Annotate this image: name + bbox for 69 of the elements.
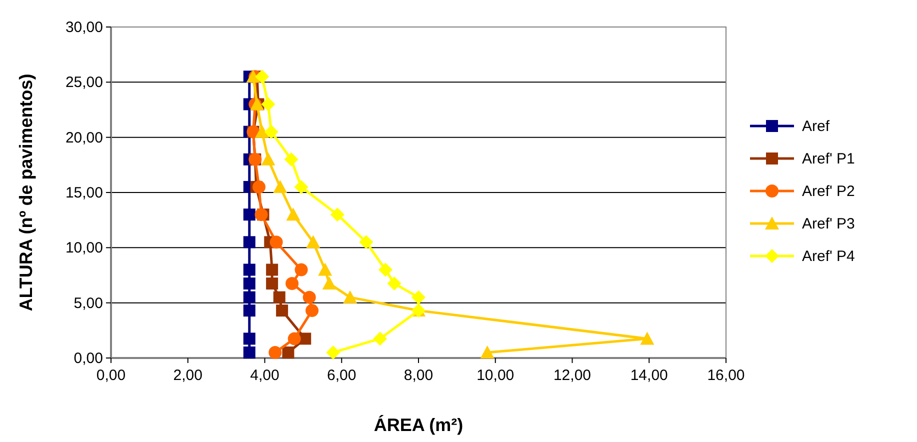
x-tick-label: 14,00 — [630, 367, 668, 384]
x-tick-label: 16,00 — [707, 367, 745, 384]
legend-label: Aref' P1 — [802, 150, 855, 168]
point — [243, 264, 256, 276]
point — [322, 276, 336, 290]
x-tick-label: 6,00 — [327, 367, 356, 384]
legend-label: Aref — [802, 118, 830, 135]
point — [326, 345, 340, 360]
point — [252, 180, 266, 194]
point — [243, 332, 256, 345]
y-tick-label: 10,00 — [65, 240, 103, 257]
point — [243, 236, 256, 248]
point — [261, 152, 276, 166]
point — [359, 235, 374, 250]
point — [243, 304, 256, 317]
point — [286, 277, 299, 290]
y-tick-label: 15,00 — [65, 184, 103, 202]
point — [266, 278, 278, 290]
y-axis-title: ALTURA (nº de pavimentos) — [16, 74, 36, 312]
point — [294, 263, 308, 276]
x-tick-label: 10,00 — [476, 367, 514, 384]
point — [261, 97, 276, 112]
point — [264, 124, 278, 139]
point — [306, 304, 319, 318]
point — [299, 332, 312, 345]
x-tick-label: 8,00 — [404, 367, 434, 384]
legend-label: Aref' P4 — [802, 248, 855, 265]
point — [306, 235, 320, 248]
point — [294, 180, 308, 194]
y-tick-label: 20,00 — [65, 129, 103, 146]
point — [255, 124, 270, 138]
point — [270, 236, 283, 249]
x-tick-label: 12,00 — [553, 367, 592, 384]
x-tick-label: 0,00 — [96, 367, 126, 384]
point — [243, 291, 256, 304]
y-tick-label: 30,00 — [65, 19, 103, 36]
point — [284, 152, 298, 166]
point — [288, 332, 301, 346]
point — [266, 264, 278, 276]
point — [243, 346, 256, 358]
x-tick-label: 2,00 — [173, 367, 202, 384]
point — [318, 262, 332, 276]
point — [246, 70, 260, 83]
point — [480, 345, 494, 358]
point — [330, 208, 344, 222]
y-tick-label: 25,00 — [65, 74, 103, 92]
point — [640, 332, 654, 345]
legend-label: Aref' P3 — [802, 216, 855, 232]
point — [387, 276, 402, 291]
point — [412, 290, 426, 304]
point — [273, 180, 288, 193]
point — [255, 70, 270, 84]
point — [302, 290, 316, 304]
point — [273, 291, 286, 304]
point — [243, 208, 256, 221]
point — [343, 290, 358, 304]
point — [373, 332, 388, 346]
point — [254, 208, 268, 222]
point — [276, 304, 288, 317]
y-tick-label: 0,00 — [74, 350, 103, 367]
point — [282, 346, 294, 358]
y-tick-label: 5,00 — [74, 294, 103, 312]
x-axis-title: ÁREA (m²) — [374, 415, 464, 435]
point — [378, 262, 392, 277]
point — [286, 208, 300, 221]
legend-label: Aref' P2 — [802, 183, 855, 200]
point — [268, 346, 282, 359]
x-tick-label: 4,00 — [250, 367, 280, 384]
point — [243, 278, 256, 290]
